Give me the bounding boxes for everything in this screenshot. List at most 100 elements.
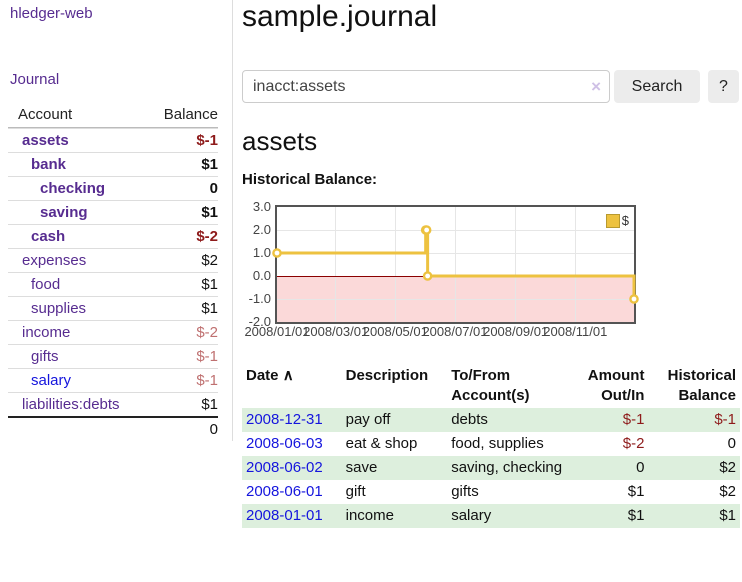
date-column-header[interactable]: Date ∧ (242, 364, 342, 408)
h-gridline (277, 252, 634, 254)
account-balance: $-1 (196, 132, 218, 149)
v-gridline (515, 207, 517, 322)
total-balance: 0 (209, 421, 218, 438)
account-balance: 0 (209, 180, 218, 197)
data-point-marker (629, 294, 639, 304)
transaction-row: 2008-12-31 pay off debts $-1 $-1 (242, 408, 740, 432)
transaction-date-link[interactable]: 2008-06-03 (246, 435, 323, 452)
v-gridline (574, 207, 576, 322)
y-tick-label: -1.0 (248, 291, 271, 306)
account-link[interactable]: supplies (31, 300, 87, 317)
h-gridline (277, 298, 634, 300)
balance-column-header: Historical Balance (667, 367, 736, 404)
data-point-marker (272, 248, 282, 258)
transaction-amount: $1 (627, 483, 645, 500)
account-row-cash: cash $-2 (8, 224, 218, 248)
account-row-assets: assets $-1 (8, 128, 218, 152)
transaction-amount: $1 (571, 504, 649, 528)
v-gridline (394, 207, 396, 322)
account-link[interactable]: assets (22, 132, 69, 149)
account-link[interactable]: salary (31, 372, 72, 389)
register-table: Date ∧ Description To/From Account(s) Am… (242, 364, 740, 528)
description-column-header: Description (345, 367, 429, 384)
historical-balance-chart[interactable]: $ (272, 205, 639, 324)
x-tick-label: 2008/01/01 (244, 324, 310, 339)
accounts-table: Account Balance assets $-1 bank $1 check… (8, 103, 218, 441)
account-link[interactable]: liabilities:debts (22, 396, 120, 413)
transaction-description: pay off (341, 408, 448, 432)
search-box: × (242, 70, 610, 103)
register-header-row: Date ∧ Description To/From Account(s) Am… (242, 364, 740, 408)
x-tick-label: 2008/03/01 (303, 324, 369, 339)
series-label: $ (621, 213, 629, 228)
search-input[interactable] (242, 70, 610, 103)
account-link[interactable]: food (31, 276, 61, 293)
transaction-description: eat & shop (345, 435, 418, 452)
account-row-gifts: gifts $-1 (8, 344, 218, 368)
transaction-date-link[interactable]: 2008-01-01 (242, 504, 342, 528)
transaction-accounts: debts (447, 408, 572, 432)
x-tick-label: 2008/05/01 (362, 324, 428, 339)
account-row-bank: bank $1 (8, 152, 218, 176)
transaction-balance: $-1 (648, 408, 740, 432)
transaction-row: 2008-06-02 save saving, checking 0 $2 (242, 456, 740, 480)
account-balance: $-1 (196, 348, 218, 365)
transaction-balance: 0 (727, 435, 736, 452)
account-row-income: income $-2 (8, 320, 218, 344)
account-balance: $1 (201, 204, 218, 221)
account-link[interactable]: cash (31, 228, 66, 245)
account-link[interactable]: income (22, 324, 71, 341)
account-link[interactable]: expenses (22, 252, 87, 269)
y-tick-label: 1.0 (252, 245, 271, 260)
help-button[interactable]: ? (708, 70, 739, 103)
account-balance: $1 (201, 276, 218, 293)
account-link[interactable]: saving (40, 204, 88, 221)
data-point-marker (422, 271, 433, 281)
v-gridline (454, 207, 456, 322)
account-link[interactable]: gifts (31, 348, 59, 365)
account-balance: $-1 (196, 372, 218, 389)
transaction-description: gift (345, 483, 366, 500)
search-button[interactable]: Search (614, 70, 700, 103)
transaction-description: save (341, 456, 448, 480)
account-link[interactable]: checking (40, 180, 106, 197)
series-swatch-icon (605, 213, 620, 228)
transaction-amount: $-2 (622, 435, 645, 452)
transaction-date-link[interactable]: 2008-06-01 (246, 483, 323, 500)
transaction-date-link[interactable]: 2008-06-02 (242, 456, 342, 480)
transaction-amount: $-1 (571, 408, 649, 432)
account-balance: $1 (201, 300, 218, 317)
accounts-table-header: Account Balance (8, 103, 218, 128)
y-tick-label: 2.0 (252, 222, 271, 237)
account-balance: $-2 (196, 324, 218, 341)
account-balance: $1 (201, 156, 218, 173)
transaction-accounts: salary (447, 504, 572, 528)
transaction-amount: 0 (571, 456, 649, 480)
y-tick-label: 3.0 (252, 199, 271, 214)
account-row-liabilities-debts: liabilities:debts $1 (8, 392, 218, 416)
chart-title: Historical Balance: (242, 171, 378, 188)
balance-line-series (272, 225, 639, 304)
account-row-food: food $1 (8, 272, 218, 296)
account-link[interactable]: bank (31, 156, 67, 173)
transaction-accounts: food, supplies (451, 435, 544, 452)
account-balance: $2 (201, 252, 218, 269)
sidebar-item-journal[interactable]: Journal (10, 71, 60, 88)
brand-link[interactable]: hledger-web (10, 5, 93, 22)
transaction-balance: $1 (648, 504, 740, 528)
y-tick-label: -2.0 (248, 314, 271, 329)
data-point-marker (421, 225, 432, 235)
accounts-total-row: 0 (8, 416, 218, 441)
account-row-supplies: supplies $1 (8, 296, 218, 320)
account-row-saving: saving $1 (8, 200, 218, 224)
transaction-description: income (341, 504, 448, 528)
clear-search-icon[interactable]: × (591, 77, 601, 96)
date-header-label: Date (246, 367, 279, 384)
transaction-row: 2008-06-03 eat & shop food, supplies $-2… (242, 432, 740, 456)
x-tick-label: 2008/11/01 (543, 324, 608, 339)
account-row-checking: checking 0 (8, 176, 218, 200)
transaction-balance: $2 (719, 483, 736, 500)
account-heading: assets (242, 126, 318, 156)
transaction-date-link[interactable]: 2008-12-31 (242, 408, 342, 432)
transaction-accounts: saving, checking (447, 456, 572, 480)
